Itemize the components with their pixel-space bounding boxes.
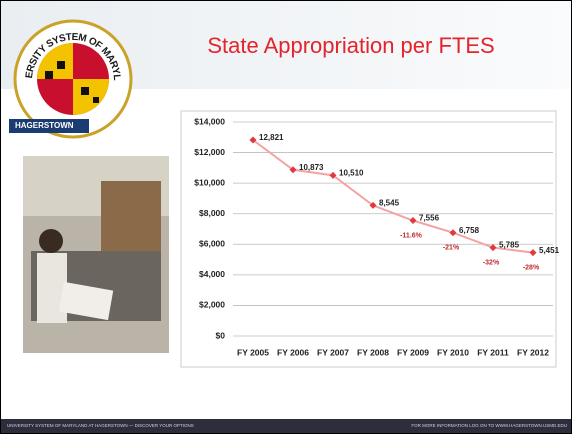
x-tick-label: FY 2005 (237, 347, 269, 357)
annotation: -11.6% (400, 232, 423, 239)
annotation: -21% (443, 245, 460, 252)
x-tick-label: FY 2008 (357, 347, 389, 357)
y-tick-label: $0 (216, 330, 226, 340)
data-label: 7,556 (419, 214, 440, 223)
marker (329, 171, 337, 179)
marker (529, 249, 537, 257)
data-label: 6,758 (459, 226, 480, 235)
data-label: 10,510 (339, 168, 364, 177)
x-tick-label: FY 2006 (277, 347, 309, 357)
footer-left: UNIVERSITY SYSTEM OF MARYLAND AT HAGERST… (7, 423, 194, 428)
x-tick-label: FY 2010 (437, 347, 469, 357)
data-label: 10,873 (299, 163, 324, 172)
marker (289, 166, 297, 174)
annotation: -32% (483, 259, 500, 266)
marker (369, 201, 377, 209)
y-tick-label: $2,000 (199, 300, 225, 310)
y-tick-label: $12,000 (194, 147, 225, 157)
chart-frame (180, 110, 557, 368)
x-tick-label: FY 2011 (477, 347, 509, 357)
data-label: 5,785 (499, 241, 520, 250)
footer-bar (1, 419, 571, 433)
x-tick-label: FY 2007 (317, 347, 349, 357)
annotation: -28% (523, 265, 540, 272)
photo (23, 156, 169, 353)
chart-title: State Appropriation per FTES (207, 33, 494, 58)
x-tick-label: FY 2012 (517, 347, 549, 357)
y-tick-label: $6,000 (199, 239, 225, 249)
x-tick-label: FY 2009 (397, 347, 429, 357)
line (252, 139, 534, 254)
logo-campus: HAGERSTOWN (15, 121, 74, 130)
marker (489, 244, 497, 252)
data-label: 5,451 (539, 246, 560, 255)
y-tick-label: $10,000 (194, 177, 225, 187)
data-label: 8,545 (379, 198, 400, 207)
data-label: 12,821 (259, 133, 284, 142)
y-tick-label: $14,000 (194, 116, 225, 126)
marker (249, 136, 257, 144)
footer-right: FOR MORE INFORMATION LOG ON TO WWW.HAGER… (411, 423, 567, 428)
marker (409, 217, 417, 225)
marker (449, 229, 457, 237)
y-tick-label: $4,000 (199, 269, 225, 279)
y-tick-label: $8,000 (199, 208, 225, 218)
